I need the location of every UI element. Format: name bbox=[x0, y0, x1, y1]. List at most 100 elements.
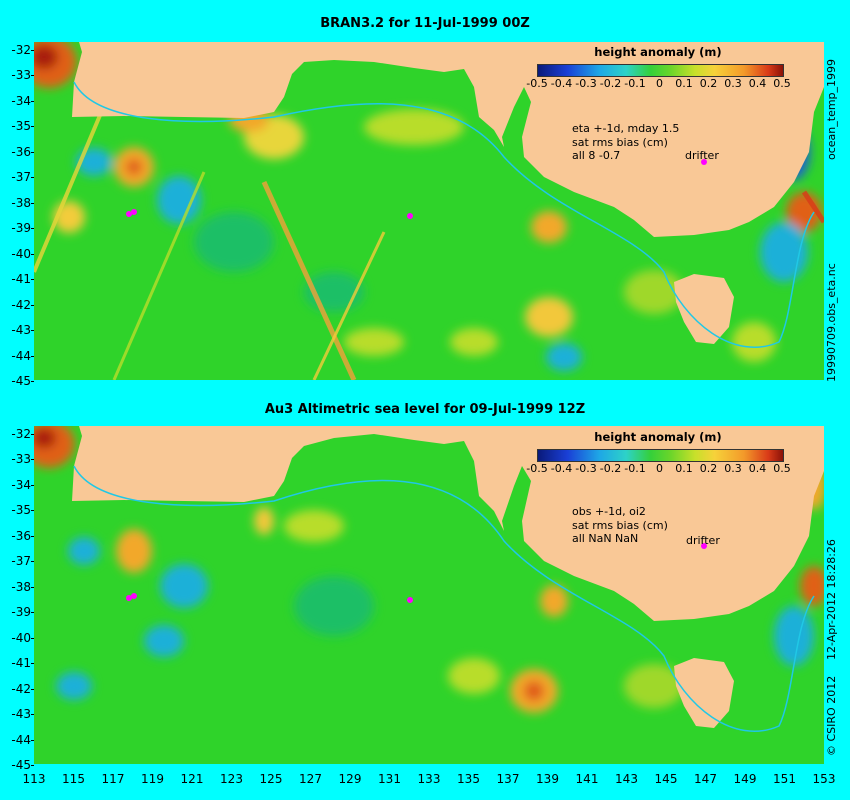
longitude-tick-label: 119 bbox=[141, 772, 164, 786]
latitude-tick-label: -34 bbox=[11, 93, 34, 108]
colorbar-tick-label: -0.5 bbox=[526, 462, 548, 475]
timestamp-label: 12-Apr-2012 18:28:26 bbox=[825, 539, 838, 660]
top-stats-text: eta +-1d, mday 1.5 sat rms bias (cm) all… bbox=[572, 122, 680, 162]
latitude-tick-label: -39 bbox=[11, 221, 34, 236]
latitude-tick-label: -35 bbox=[11, 503, 34, 518]
top-anomaly-field bbox=[34, 42, 824, 380]
drifter-legend-marker bbox=[701, 159, 707, 165]
drifter-legend-marker bbox=[701, 543, 707, 549]
latitude-tick-label: -45 bbox=[11, 374, 34, 388]
shelf-contour-line bbox=[73, 81, 815, 348]
colorbar-tick-label: -0.2 bbox=[599, 462, 622, 475]
mainland-australia bbox=[72, 426, 824, 621]
longitude-tick-label: 139 bbox=[536, 772, 559, 786]
latitude-tick-label: -40 bbox=[11, 630, 34, 645]
colorbar-tick-label: 0.1 bbox=[675, 462, 693, 475]
latitude-tick-label: -36 bbox=[11, 528, 34, 543]
longitude-tick-label: 125 bbox=[259, 772, 283, 786]
tasmania bbox=[674, 658, 734, 728]
longitude-tick-label: 121 bbox=[180, 772, 204, 786]
latitude-tick-label: -36 bbox=[11, 144, 34, 159]
colorbar-tick-label: -0.5 bbox=[526, 77, 548, 90]
colorbar-tick-label: -0.3 bbox=[575, 462, 597, 475]
bottom-anomaly-field bbox=[34, 426, 824, 764]
longitude-tick-label: 151 bbox=[773, 772, 796, 786]
longitude-tick-label: 137 bbox=[496, 772, 520, 786]
colorbar-tick-label: 0.3 bbox=[724, 77, 742, 90]
colorbar-tick-label: 0 bbox=[656, 77, 663, 90]
latitude-tick-label: -38 bbox=[11, 195, 34, 210]
colorbar-gradient bbox=[537, 64, 784, 77]
colorbar-tick-label: -0.2 bbox=[599, 77, 622, 90]
drifter-marker bbox=[407, 597, 413, 603]
latitude-tick-label: -32 bbox=[11, 43, 34, 57]
shelf-contour-line bbox=[73, 465, 815, 732]
latitude-tick-label: -43 bbox=[11, 323, 34, 338]
latitude-tick-label: -41 bbox=[11, 272, 34, 287]
latitude-tick-label: -34 bbox=[11, 477, 34, 492]
longitude-tick-label: 143 bbox=[615, 772, 638, 786]
mainland-australia bbox=[72, 42, 824, 237]
longitude-tick-label: 145 bbox=[654, 772, 678, 786]
bottom-latitude-axis: -32 -33 -34 -35 -36 -37 -38 -39 -40 -41 -42 -43 -44 -… bbox=[0, 426, 34, 772]
latitude-tick-label: -42 bbox=[11, 681, 34, 696]
longitude-tick-label: 141 bbox=[575, 772, 599, 786]
longitude-tick-label: 113 bbox=[22, 772, 46, 786]
colorbar-gradient bbox=[537, 449, 784, 462]
colorbar-tick-label: 0.4 bbox=[748, 77, 767, 90]
bottom-panel-title: Au3 Altimetric sea level for 09-Jul-1999… bbox=[264, 402, 586, 417]
latitude-tick-label: -37 bbox=[11, 554, 34, 569]
longitude-tick-label: 131 bbox=[378, 772, 401, 786]
longitude-tick-label: 133 bbox=[417, 772, 441, 786]
colorbar-tick-label: -0.3 bbox=[575, 77, 597, 90]
top-colorbar: height anomaly (m) -0.5 -0.4 -0.3 -0.2 -0.1 0… bbox=[523, 45, 803, 95]
colorbar-tick-label: 0.2 bbox=[699, 77, 718, 90]
longitude-tick-label: 117 bbox=[101, 772, 125, 786]
colorbar-tick-label: -0.1 bbox=[624, 77, 646, 90]
drifter-marker bbox=[407, 213, 413, 219]
latitude-tick-label: -42 bbox=[11, 297, 34, 312]
drifter-marker bbox=[126, 595, 132, 601]
latitude-tick-label: -33 bbox=[11, 452, 34, 467]
top-sea-level-map bbox=[34, 42, 824, 380]
colorbar-tick-label: 0.1 bbox=[675, 77, 693, 90]
latitude-tick-label: -45 bbox=[11, 758, 34, 772]
latitude-tick-label: -33 bbox=[11, 68, 34, 83]
tasmania bbox=[674, 274, 734, 344]
latitude-tick-label: -32 bbox=[11, 427, 34, 441]
bottom-colorbar: height anomaly (m) -0.5 -0.4 -0.3 -0.2 -0.1 0… bbox=[523, 430, 803, 480]
latitude-tick-label: -44 bbox=[11, 348, 34, 363]
longitude-tick-label: 135 bbox=[457, 772, 480, 786]
colorbar-tick-label: 0.5 bbox=[773, 462, 791, 475]
longitude-tick-label: 147 bbox=[694, 772, 717, 786]
colorbar-tick-label: 0.4 bbox=[748, 462, 767, 475]
colorbar-tick-label: -0.1 bbox=[624, 462, 646, 475]
product-label: ocean_temp_1999 bbox=[825, 58, 838, 160]
latitude-tick-label: -37 bbox=[11, 170, 34, 185]
longitude-tick-label: 123 bbox=[220, 772, 243, 786]
drifter-marker bbox=[131, 209, 137, 215]
longitude-tick-label: 153 bbox=[812, 772, 836, 786]
drifter-marker bbox=[131, 593, 137, 599]
colorbar-tick-label: -0.4 bbox=[550, 462, 573, 475]
colorbar-tick-label: 0.3 bbox=[724, 462, 742, 475]
longitude-tick-label: 149 bbox=[733, 772, 757, 786]
latitude-tick-label: -38 bbox=[11, 579, 34, 594]
longitude-tick-label: 115 bbox=[62, 772, 85, 786]
bottom-sea-level-map bbox=[34, 426, 824, 764]
colorbar-tick-label: -0.4 bbox=[550, 77, 573, 90]
credit-label: © CSIRO 2012 bbox=[825, 675, 838, 756]
latitude-tick-label: -40 bbox=[11, 246, 34, 261]
latitude-tick-label: -43 bbox=[11, 707, 34, 722]
longitude-tick-label: 127 bbox=[299, 772, 322, 786]
latitude-tick-label: -39 bbox=[11, 605, 34, 620]
bottom-stats-text: obs +-1d, oi2 sat rms bias (cm) all NaN … bbox=[572, 505, 668, 545]
colorbar-tick-label: 0 bbox=[656, 462, 663, 475]
latitude-tick-label: -35 bbox=[11, 119, 34, 134]
latitude-tick-label: -44 bbox=[11, 732, 34, 747]
drifter-label: drifter bbox=[686, 534, 720, 547]
top-latitude-axis: -32 -33 -34 -35 -36 -37 -38 -39 -40 -41 -42 -43 -44 -… bbox=[0, 42, 34, 388]
drifter-label: drifter bbox=[685, 149, 719, 162]
file-label: 19990709.obs_eta.nc bbox=[825, 263, 838, 382]
latitude-tick-label: -41 bbox=[11, 656, 34, 671]
